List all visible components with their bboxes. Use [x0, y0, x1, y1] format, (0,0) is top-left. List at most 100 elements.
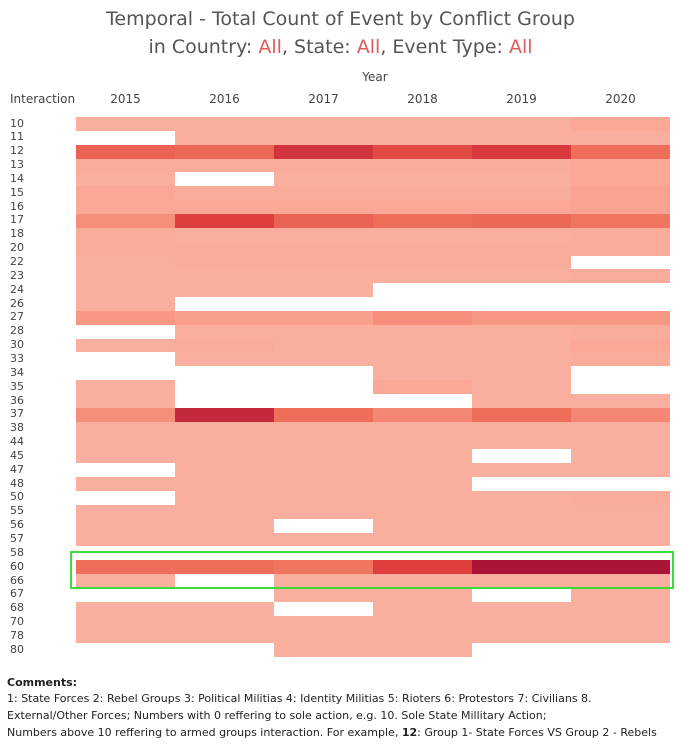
- heatmap-cell[interactable]: [571, 130, 670, 145]
- heatmap-cell[interactable]: [571, 560, 670, 575]
- heatmap-cell[interactable]: [373, 490, 472, 505]
- heatmap-cell[interactable]: [175, 186, 274, 201]
- heatmap-cell[interactable]: [571, 227, 670, 242]
- heatmap-cell[interactable]: [175, 504, 274, 519]
- heatmap-cell[interactable]: [373, 366, 472, 381]
- heatmap-cell[interactable]: [571, 532, 670, 547]
- heatmap-cell[interactable]: [571, 449, 670, 464]
- heatmap-cell[interactable]: [274, 158, 373, 173]
- heatmap-cell[interactable]: [274, 324, 373, 339]
- heatmap-cell[interactable]: [175, 310, 274, 325]
- heatmap-cell[interactable]: [274, 269, 373, 284]
- heatmap-cell[interactable]: [571, 366, 670, 381]
- heatmap-cell[interactable]: [373, 158, 472, 173]
- heatmap-cell[interactable]: [175, 200, 274, 215]
- heatmap-cell[interactable]: [472, 310, 571, 325]
- heatmap-cell[interactable]: [76, 117, 175, 132]
- heatmap-cell[interactable]: [472, 601, 571, 616]
- heatmap-cell[interactable]: [472, 255, 571, 270]
- heatmap-cell[interactable]: [571, 643, 670, 658]
- heatmap-cell[interactable]: [76, 490, 175, 505]
- heatmap-cell[interactable]: [571, 380, 670, 395]
- heatmap-cell[interactable]: [274, 338, 373, 353]
- title-state-filter[interactable]: All: [356, 36, 381, 58]
- heatmap-cell[interactable]: [76, 532, 175, 547]
- heatmap-cell[interactable]: [571, 352, 670, 367]
- heatmap-cell[interactable]: [175, 269, 274, 284]
- heatmap-cell[interactable]: [274, 615, 373, 630]
- heatmap-cell[interactable]: [472, 117, 571, 132]
- heatmap-cell[interactable]: [571, 283, 670, 298]
- heatmap-cell[interactable]: [274, 560, 373, 575]
- heatmap-cell[interactable]: [175, 490, 274, 505]
- heatmap-cell[interactable]: [76, 269, 175, 284]
- heatmap-cell[interactable]: [274, 463, 373, 478]
- heatmap-cell[interactable]: [571, 297, 670, 312]
- heatmap-cell[interactable]: [76, 546, 175, 561]
- heatmap-cell[interactable]: [472, 532, 571, 547]
- heatmap-cell[interactable]: [175, 338, 274, 353]
- heatmap-cell[interactable]: [472, 394, 571, 409]
- heatmap-cell[interactable]: [76, 172, 175, 187]
- heatmap-cell[interactable]: [274, 394, 373, 409]
- heatmap-cell[interactable]: [76, 297, 175, 312]
- heatmap-cell[interactable]: [472, 380, 571, 395]
- heatmap-cell[interactable]: [76, 144, 175, 159]
- heatmap-cell[interactable]: [472, 186, 571, 201]
- heatmap-cell[interactable]: [76, 241, 175, 256]
- heatmap-cell[interactable]: [274, 601, 373, 616]
- heatmap-cell[interactable]: [76, 352, 175, 367]
- heatmap-cell[interactable]: [175, 629, 274, 644]
- heatmap-cell[interactable]: [175, 241, 274, 256]
- heatmap-cell[interactable]: [571, 587, 670, 602]
- heatmap-cell[interactable]: [274, 574, 373, 589]
- title-event-filter[interactable]: All: [508, 36, 533, 58]
- heatmap-cell[interactable]: [472, 504, 571, 519]
- heatmap-cell[interactable]: [472, 449, 571, 464]
- heatmap-cell[interactable]: [472, 574, 571, 589]
- heatmap-cell[interactable]: [175, 297, 274, 312]
- heatmap-cell[interactable]: [274, 490, 373, 505]
- heatmap-cell[interactable]: [274, 227, 373, 242]
- heatmap-cell[interactable]: [472, 421, 571, 436]
- heatmap-cell[interactable]: [472, 518, 571, 533]
- heatmap-cell[interactable]: [373, 380, 472, 395]
- heatmap-cell[interactable]: [274, 532, 373, 547]
- heatmap-cell[interactable]: [373, 227, 472, 242]
- heatmap-cell[interactable]: [472, 144, 571, 159]
- heatmap-cell[interactable]: [373, 394, 472, 409]
- heatmap-cell[interactable]: [175, 477, 274, 492]
- heatmap-cell[interactable]: [76, 587, 175, 602]
- heatmap-cell[interactable]: [373, 255, 472, 270]
- heatmap-cell[interactable]: [274, 172, 373, 187]
- heatmap-cell[interactable]: [175, 394, 274, 409]
- heatmap-cell[interactable]: [571, 574, 670, 589]
- heatmap-cell[interactable]: [274, 435, 373, 450]
- heatmap-cell[interactable]: [571, 310, 670, 325]
- heatmap-cell[interactable]: [175, 117, 274, 132]
- heatmap-cell[interactable]: [175, 643, 274, 658]
- heatmap-cell[interactable]: [274, 366, 373, 381]
- heatmap-cell[interactable]: [472, 297, 571, 312]
- heatmap-cell[interactable]: [571, 269, 670, 284]
- heatmap-cell[interactable]: [373, 532, 472, 547]
- heatmap-cell[interactable]: [571, 394, 670, 409]
- heatmap-cell[interactable]: [373, 574, 472, 589]
- heatmap-cell[interactable]: [175, 518, 274, 533]
- heatmap-cell[interactable]: [472, 241, 571, 256]
- heatmap-cell[interactable]: [76, 421, 175, 436]
- heatmap-cell[interactable]: [571, 407, 670, 422]
- heatmap-cell[interactable]: [175, 172, 274, 187]
- heatmap-cell[interactable]: [373, 421, 472, 436]
- heatmap-cell[interactable]: [76, 158, 175, 173]
- heatmap-cell[interactable]: [373, 601, 472, 616]
- heatmap-cell[interactable]: [274, 380, 373, 395]
- heatmap-cell[interactable]: [76, 227, 175, 242]
- heatmap-cell[interactable]: [571, 463, 670, 478]
- heatmap-cell[interactable]: [373, 213, 472, 228]
- heatmap-cell[interactable]: [274, 546, 373, 561]
- heatmap-cell[interactable]: [274, 629, 373, 644]
- heatmap-cell[interactable]: [373, 352, 472, 367]
- heatmap-cell[interactable]: [76, 366, 175, 381]
- heatmap-cell[interactable]: [76, 186, 175, 201]
